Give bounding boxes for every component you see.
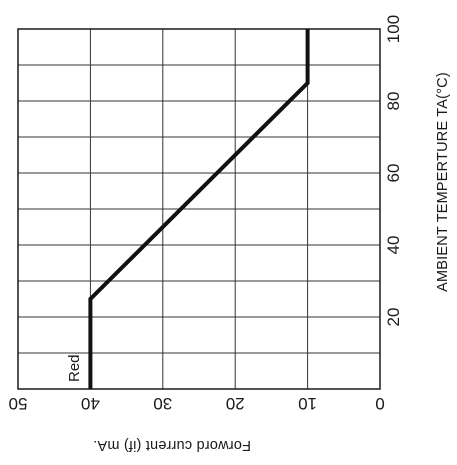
current-tick-label: 30 <box>153 394 172 413</box>
current-tick-label: 20 <box>226 394 245 413</box>
grid-lines <box>18 29 380 389</box>
current-tick-label: 10 <box>298 394 317 413</box>
temperature-tick-label: 60 <box>384 164 403 183</box>
temperature-tick-label: 20 <box>384 308 403 327</box>
x-axis-label: AMBIENT TEMPERTURE TA(°C) <box>435 72 451 292</box>
y-axis-label: Forword current (if) mA. <box>93 437 251 453</box>
current-tick-label: 0 <box>375 394 384 413</box>
current-tick-label: 40 <box>81 394 100 413</box>
temperature-tick-labels: 20 40 60 80 100 <box>384 15 403 327</box>
series-label-red: Red <box>66 354 83 382</box>
temperature-tick-label: 80 <box>384 92 403 111</box>
current-tick-label: 50 <box>9 394 28 413</box>
series-line-red <box>88 29 310 389</box>
plot-frame <box>17 28 381 390</box>
temperature-tick-label: 100 <box>384 15 403 43</box>
current-tick-labels: 0 10 20 30 40 50 <box>9 394 385 413</box>
temperature-tick-label: 40 <box>384 236 403 255</box>
